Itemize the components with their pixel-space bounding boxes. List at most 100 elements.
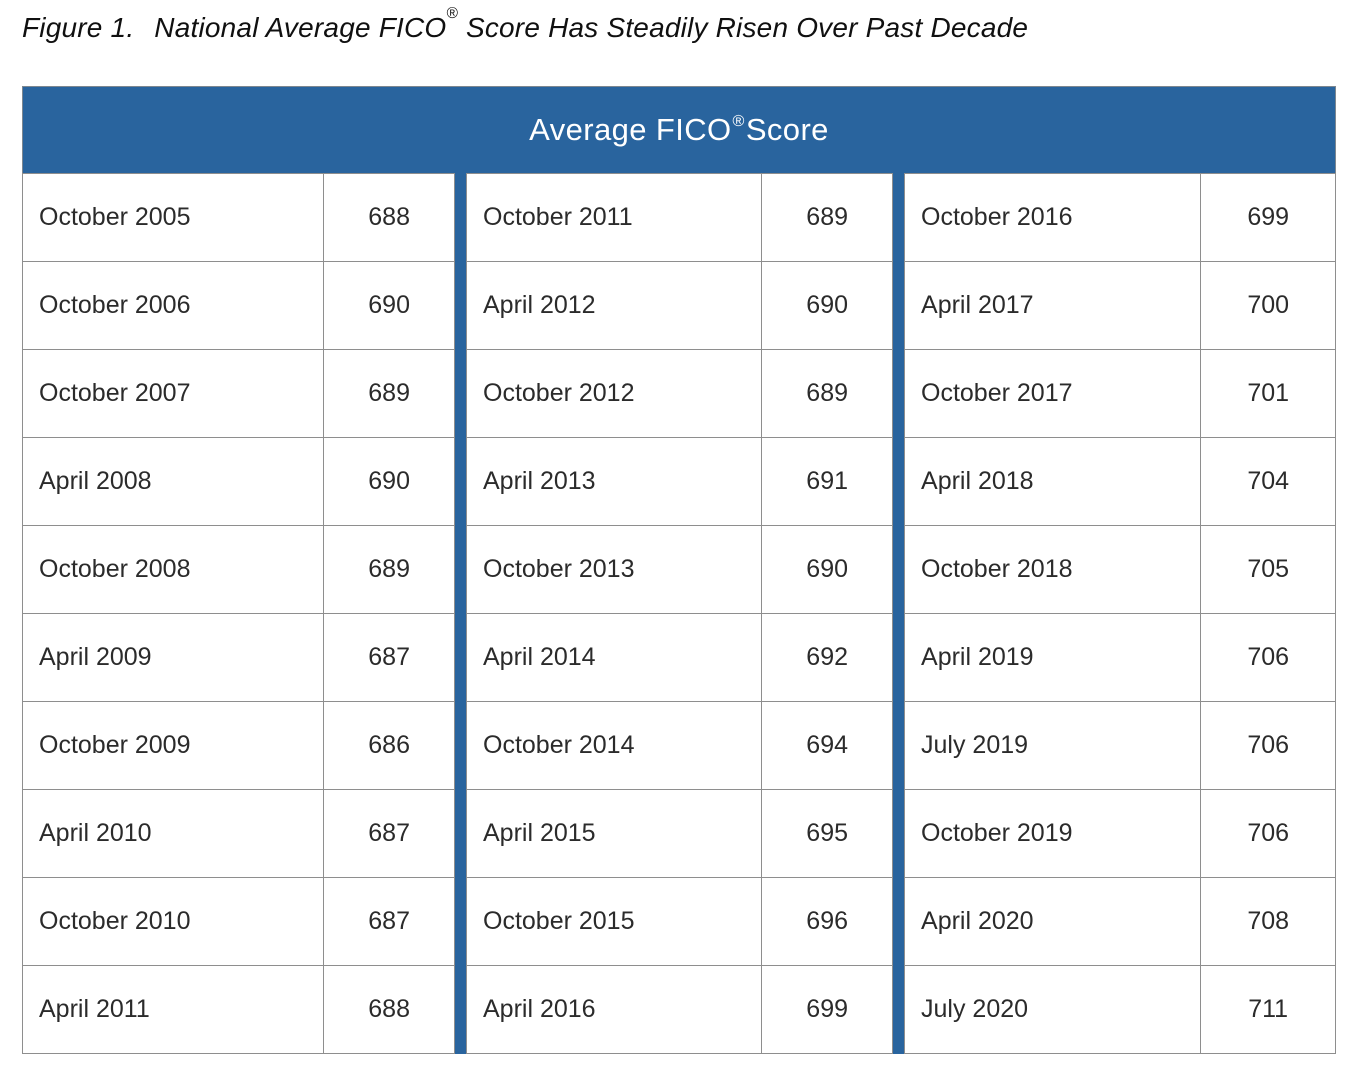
score-cell: 689 (761, 173, 894, 262)
date-cell: October 2012 (465, 349, 763, 438)
score-cell: 706 (1200, 789, 1337, 878)
score-cell: 706 (1200, 613, 1337, 702)
score-cell: 711 (1200, 965, 1337, 1054)
table-row: April 2012 690 (465, 261, 894, 350)
date-cell: April 2019 (904, 613, 1202, 702)
score-column-group-1: October 2005 688 October 2006 690 Octobe… (21, 173, 455, 1054)
score-cell: 689 (323, 525, 455, 614)
score-cell: 690 (761, 525, 894, 614)
score-cell: 688 (323, 965, 455, 1054)
date-cell: April 2011 (21, 965, 325, 1054)
date-cell: April 2013 (465, 437, 763, 526)
table-row: October 2011 689 (465, 173, 894, 262)
table-row: April 2010 687 (21, 789, 455, 878)
table-body: October 2005 688 October 2006 690 Octobe… (21, 173, 1337, 1054)
score-cell: 687 (323, 877, 455, 966)
date-cell: July 2020 (904, 965, 1202, 1054)
score-cell: 691 (761, 437, 894, 526)
score-cell: 687 (323, 613, 455, 702)
table-row: April 2011 688 (21, 965, 455, 1054)
date-cell: April 2009 (21, 613, 325, 702)
date-cell: October 2013 (465, 525, 763, 614)
date-cell: October 2009 (21, 701, 325, 790)
score-cell: 689 (323, 349, 455, 438)
date-cell: October 2008 (21, 525, 325, 614)
table-row: April 2019 706 (904, 613, 1337, 702)
score-cell: 701 (1200, 349, 1337, 438)
date-cell: April 2010 (21, 789, 325, 878)
table-row: April 2008 690 (21, 437, 455, 526)
table-row: April 2020 708 (904, 877, 1337, 966)
table-row: April 2017 700 (904, 261, 1337, 350)
date-cell: October 2015 (465, 877, 763, 966)
table-row: April 2018 704 (904, 437, 1337, 526)
table-row: October 2006 690 (21, 261, 455, 350)
registered-mark: ® (732, 112, 745, 131)
score-cell: 692 (761, 613, 894, 702)
score-cell: 688 (323, 173, 455, 262)
figure-title-text: National Average FICO (154, 12, 447, 43)
date-cell: April 2008 (21, 437, 325, 526)
score-cell: 690 (323, 261, 455, 350)
score-cell: 695 (761, 789, 894, 878)
figure-title: Figure 1. National Average FICO® Score Ha… (22, 5, 1028, 44)
table-header-text: Average FICO (529, 112, 732, 147)
table-row: October 2007 689 (21, 349, 455, 438)
table-row: October 2008 689 (21, 525, 455, 614)
table-row: October 2014 694 (465, 701, 894, 790)
date-cell: July 2019 (904, 701, 1202, 790)
table-row: October 2005 688 (21, 173, 455, 262)
date-cell: October 2011 (465, 173, 763, 262)
date-cell: October 2005 (21, 173, 325, 262)
date-cell: October 2019 (904, 789, 1202, 878)
table-row: April 2016 699 (465, 965, 894, 1054)
score-cell: 699 (1200, 173, 1337, 262)
table-row: October 2016 699 (904, 173, 1337, 262)
date-cell: October 2018 (904, 525, 1202, 614)
table-row: April 2014 692 (465, 613, 894, 702)
column-separator (893, 173, 905, 1054)
score-cell: 706 (1200, 701, 1337, 790)
score-cell: 687 (323, 789, 455, 878)
figure-label: Figure 1. (22, 12, 135, 43)
table-row: April 2015 695 (465, 789, 894, 878)
score-cell: 694 (761, 701, 894, 790)
score-column-group-3: October 2016 699 April 2017 700 October … (904, 173, 1337, 1054)
score-cell: 686 (323, 701, 455, 790)
score-cell: 689 (761, 349, 894, 438)
table-row: October 2019 706 (904, 789, 1337, 878)
date-cell: April 2016 (465, 965, 763, 1054)
score-cell: 708 (1200, 877, 1337, 966)
registered-mark: ® (446, 5, 458, 23)
average-fico-score-table: Average FICO ® Score October 2005 688 Oct… (21, 86, 1337, 1054)
score-column-group-2: October 2011 689 April 2012 690 October … (465, 173, 894, 1054)
date-cell: October 2010 (21, 877, 325, 966)
date-cell: October 2007 (21, 349, 325, 438)
date-cell: April 2018 (904, 437, 1202, 526)
table-row: July 2019 706 (904, 701, 1337, 790)
date-cell: October 2017 (904, 349, 1202, 438)
date-cell: April 2015 (465, 789, 763, 878)
date-cell: April 2012 (465, 261, 763, 350)
date-cell: October 2006 (21, 261, 325, 350)
table-row: October 2018 705 (904, 525, 1337, 614)
date-cell: April 2017 (904, 261, 1202, 350)
score-cell: 700 (1200, 261, 1337, 350)
date-cell: April 2020 (904, 877, 1202, 966)
score-cell: 690 (761, 261, 894, 350)
table-header: Average FICO ® Score (22, 86, 1336, 173)
score-cell: 699 (761, 965, 894, 1054)
table-row: October 2015 696 (465, 877, 894, 966)
score-cell: 704 (1200, 437, 1337, 526)
table-row: April 2009 687 (21, 613, 455, 702)
table-row: October 2009 686 (21, 701, 455, 790)
score-cell: 690 (323, 437, 455, 526)
date-cell: April 2014 (465, 613, 763, 702)
table-row: October 2013 690 (465, 525, 894, 614)
score-cell: 705 (1200, 525, 1337, 614)
table-row: October 2017 701 (904, 349, 1337, 438)
table-row: July 2020 711 (904, 965, 1337, 1054)
date-cell: October 2014 (465, 701, 763, 790)
table-header-text-cont: Score (745, 112, 829, 147)
